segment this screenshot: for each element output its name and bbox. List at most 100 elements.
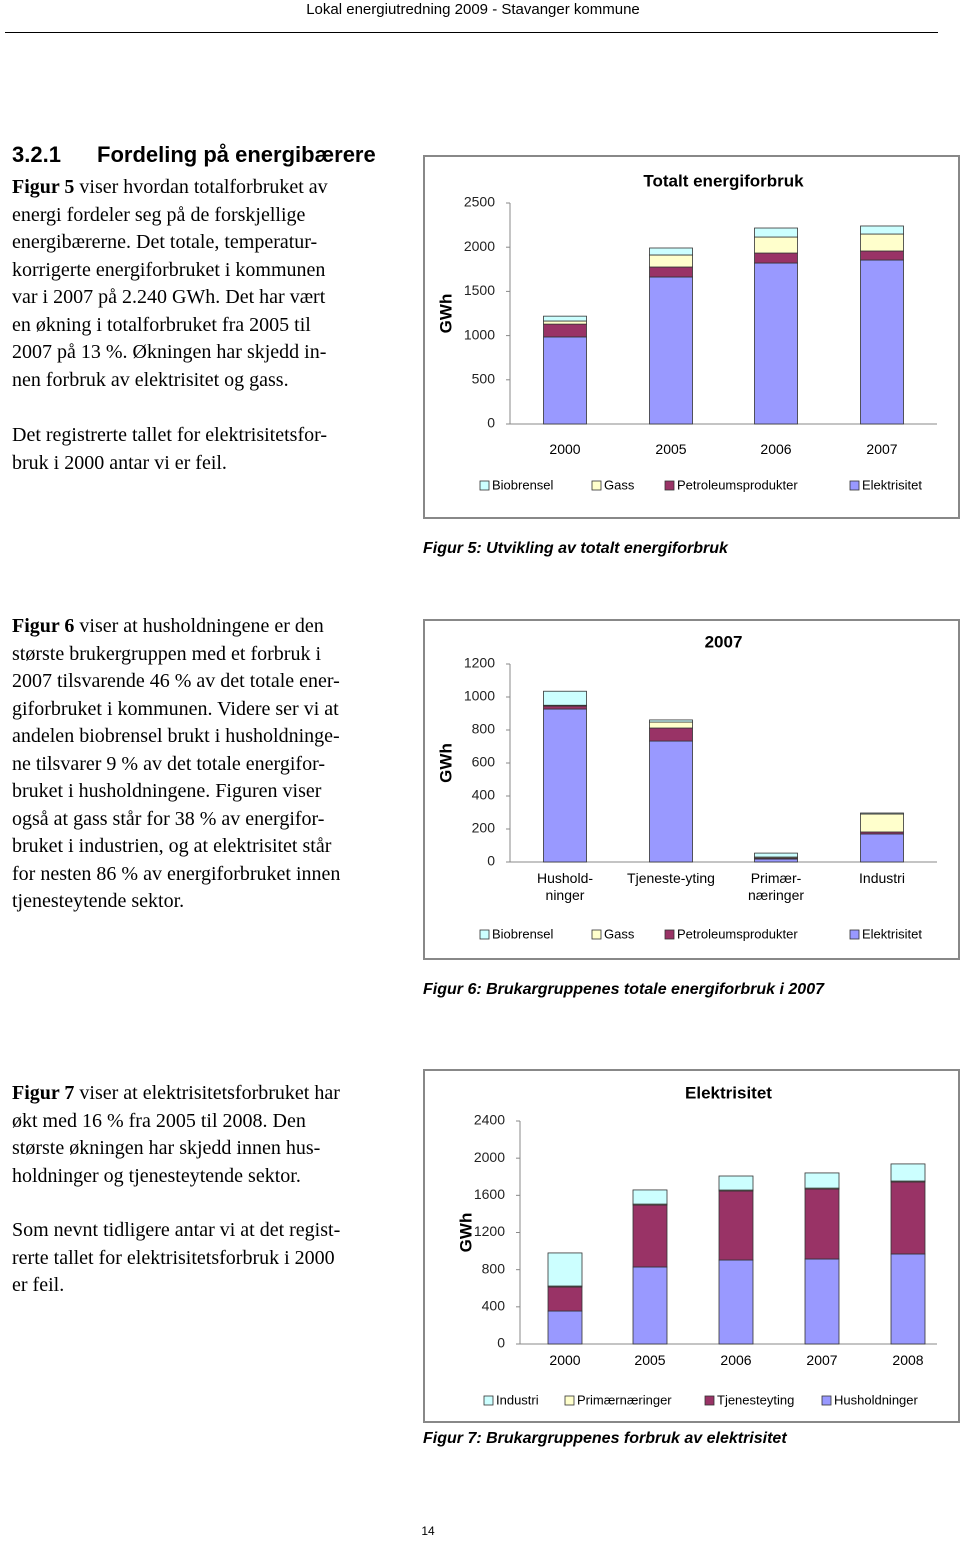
chart: Elektrisitet GWh 0 400 800 1200 1600 2000 2400 In… xyxy=(423,1069,960,1423)
y-tick-label: 0 xyxy=(487,415,495,431)
legend-swatch xyxy=(591,929,602,940)
bar-segment xyxy=(649,266,693,278)
bar-segment xyxy=(860,813,904,833)
legend-swatch xyxy=(564,1395,575,1406)
paragraph-text: Som nevnt tidligere antar vi at det regi… xyxy=(12,1219,341,1296)
header-rule xyxy=(5,32,938,33)
legend-label: Petroleumsprodukter xyxy=(677,477,798,492)
section-title: Fordeling på energibærere xyxy=(97,142,376,167)
y-tick-label: 1200 xyxy=(474,1223,505,1239)
y-tick-label: 1000 xyxy=(464,688,495,704)
paragraph-text: viser at elektrisitetsforbruket har økt … xyxy=(12,1082,340,1187)
paragraph-text: Det registrerte tallet for elektrisitets… xyxy=(12,424,328,474)
y-tick-label: 1600 xyxy=(474,1186,505,1202)
x-tick-label: 2008 xyxy=(892,1352,924,1368)
chart: Totalt energiforbruk GWh 0 500 1000 1500 2000 2… xyxy=(423,155,960,519)
x-tick-label: Primær- næringer xyxy=(747,870,805,903)
y-tick-label: 400 xyxy=(482,1298,506,1314)
chart-svg: Elektrisitet GWh 0 400 800 1200 1600 2000 2400 In… xyxy=(456,1083,937,1407)
bar-segment xyxy=(649,740,693,863)
paragraph: Figur 6 viser at husholdningene er den s… xyxy=(12,613,412,916)
y-tick-label: 200 xyxy=(472,820,496,836)
paragraph: Som nevnt tidligere antar vi at det regi… xyxy=(12,1217,412,1300)
bar-segment xyxy=(804,1258,840,1345)
bar-segment xyxy=(804,1188,840,1260)
figure-ref: Figur 6 xyxy=(12,615,75,637)
bar-segment xyxy=(632,1189,668,1205)
chart-svg: 2007 GWh 0 200 400 600 800 1000 1200 Biobrensel Ga… xyxy=(436,632,937,941)
x-tick-label: Industri xyxy=(859,870,905,886)
legend-swatch xyxy=(483,1395,494,1406)
bar-segment xyxy=(543,336,587,425)
legend-swatch xyxy=(591,480,602,491)
bar-segment xyxy=(754,262,798,425)
x-tick-label: 2000 xyxy=(549,1352,581,1368)
legend-swatch xyxy=(821,1395,832,1406)
bar-segment xyxy=(860,259,904,425)
y-tick-label: 400 xyxy=(472,787,496,803)
y-tick-label: 600 xyxy=(472,754,496,770)
bar-segment xyxy=(649,254,693,268)
legend-swatch xyxy=(664,929,675,940)
bar-segment xyxy=(754,252,798,264)
bar-segment xyxy=(547,1286,583,1312)
page-number: 14 xyxy=(421,1524,435,1538)
paragraph-text: viser hvordan totalforbruket av energi f… xyxy=(12,176,328,391)
bar-segment xyxy=(543,690,587,706)
bar-segment xyxy=(543,708,587,863)
bar-segment xyxy=(754,236,798,254)
x-tick-label: Hushold- ninger xyxy=(536,870,594,903)
x-tick-label: 2007 xyxy=(806,1352,838,1368)
bar-segment xyxy=(890,1163,926,1182)
legend-label: Elektrisitet xyxy=(862,926,922,941)
bar-segment xyxy=(860,833,904,863)
figure-caption: Figur 7: Brukargruppenes forbruk av elek… xyxy=(423,1430,787,1447)
x-tick-label: 2006 xyxy=(720,1352,752,1368)
bar-segment xyxy=(860,225,904,235)
y-axis-label: GWh xyxy=(456,1213,475,1253)
legend-label: Tjenesteyting xyxy=(717,1392,794,1407)
y-axis-label: GWh xyxy=(436,294,455,334)
page-header: Lokal energiutredning 2009 - Stavanger k… xyxy=(306,1,640,18)
y-tick-label: 2500 xyxy=(464,194,495,210)
legend-label: Primærnæringer xyxy=(577,1392,672,1407)
bar-segment xyxy=(860,812,904,815)
bar-segment xyxy=(543,320,587,325)
x-tick-label: 2005 xyxy=(634,1352,666,1368)
x-tick-label: 2005 xyxy=(655,441,687,457)
bar-segment xyxy=(890,1181,926,1255)
figure-ref: Figur 7 xyxy=(12,1082,75,1104)
legend-swatch xyxy=(849,929,860,940)
bar-segment xyxy=(718,1259,754,1345)
x-tick-label: 2000 xyxy=(549,441,581,457)
chart-svg: Totalt energiforbruk GWh 0 500 1000 1500 2000 2… xyxy=(436,171,937,492)
y-tick-label: 2000 xyxy=(464,238,495,254)
bar-segment xyxy=(649,727,693,742)
legend-label: Biobrensel xyxy=(492,926,554,941)
figure-caption: Figur 5: Utvikling av totalt energiforbr… xyxy=(423,540,728,557)
legend-swatch xyxy=(849,480,860,491)
chart: 2007 GWh 0 200 400 600 800 1000 1200 Biobrensel Ga… xyxy=(423,619,960,960)
legend-label: Petroleumsprodukter xyxy=(677,926,798,941)
bar-segment xyxy=(547,1252,583,1287)
x-tick-label: 2006 xyxy=(760,441,792,457)
bar-segment xyxy=(754,858,798,863)
bar-segment xyxy=(649,247,693,256)
bar-segment xyxy=(632,1266,668,1345)
legend-label: Husholdninger xyxy=(834,1392,919,1407)
chart-title: Elektrisitet xyxy=(685,1083,772,1102)
figure-caption: Figur 6: Brukargruppenes totale energifo… xyxy=(423,981,824,998)
legend-label: Biobrensel xyxy=(492,477,554,492)
x-tick-label: Tjeneste-yting xyxy=(627,870,715,886)
legend-swatch xyxy=(479,929,490,940)
legend-swatch xyxy=(479,480,490,491)
legend-label: Elektrisitet xyxy=(862,477,922,492)
y-tick-label: 2000 xyxy=(474,1149,505,1165)
legend-swatch xyxy=(704,1395,715,1406)
y-tick-label: 1500 xyxy=(464,282,495,298)
paragraph: Det registrerte tallet for elektrisitets… xyxy=(12,422,412,477)
x-tick-label: 2007 xyxy=(866,441,898,457)
bar-segment xyxy=(718,1175,754,1191)
bar-segment xyxy=(754,227,798,238)
legend-label: Industri xyxy=(496,1392,539,1407)
